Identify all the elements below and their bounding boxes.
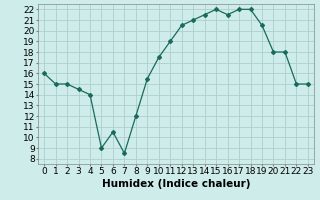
X-axis label: Humidex (Indice chaleur): Humidex (Indice chaleur)	[102, 179, 250, 189]
